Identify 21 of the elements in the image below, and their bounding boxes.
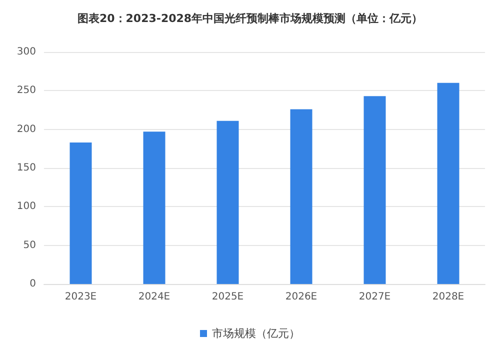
y-tick-label: 250 [16,85,36,96]
bar [70,142,92,284]
y-tick-label: 150 [16,162,36,174]
x-tick-label: 2027E [358,292,391,302]
bar [143,132,166,284]
legend-label: 市场规模（亿元） [212,327,300,340]
bar [290,109,312,284]
x-tick-label: 2025E [212,292,244,302]
y-tick-label: 50 [23,240,36,251]
x-tick-label: 2024E [138,292,170,302]
bar [437,82,460,284]
chart-title: 图表20：2023-2028年中国光纤预制棒市场规模预测（单位：亿元） [77,12,423,25]
bar [216,120,239,284]
x-tick-label: 2028E [432,292,464,302]
x-tick-label: 2023E [64,292,97,302]
bar [364,96,386,284]
x-tick-label: 2026E [285,292,318,302]
y-tick-label: 300 [16,46,36,58]
y-tick-label: 200 [16,124,36,135]
y-tick-label: 0 [30,278,36,290]
y-tick-label: 100 [16,201,36,212]
